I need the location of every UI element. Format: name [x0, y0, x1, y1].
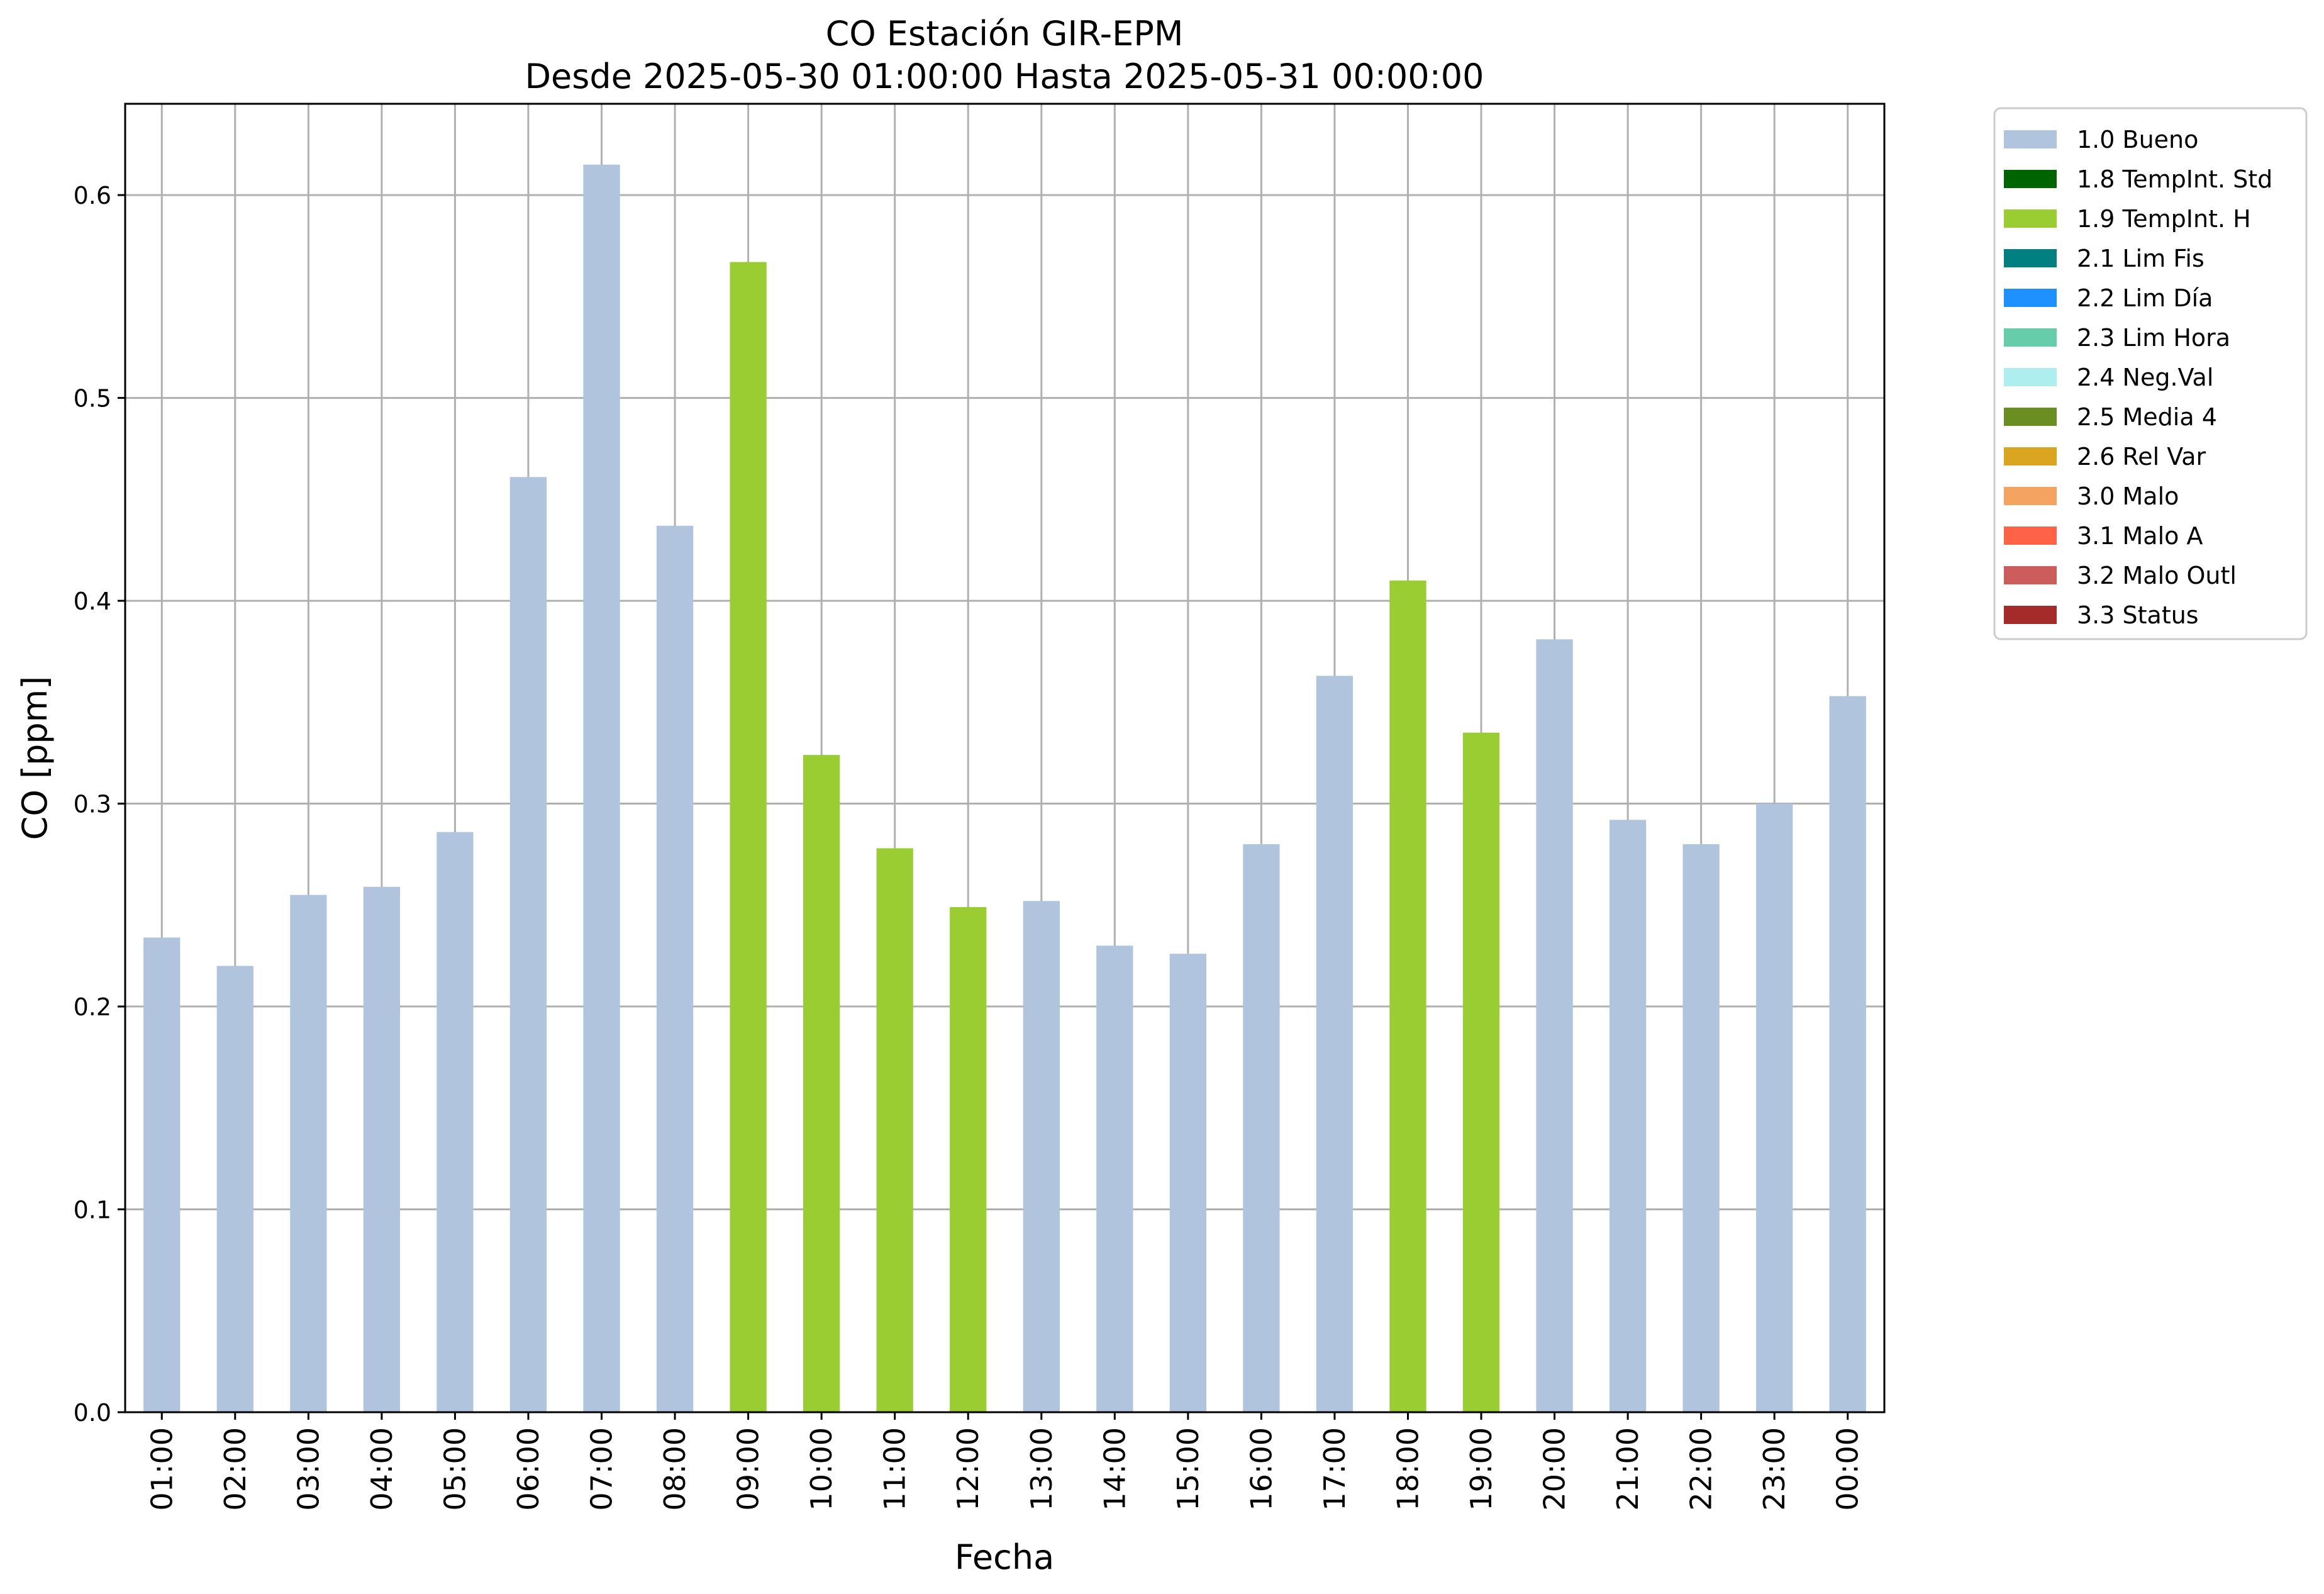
- x-tick-label: 09:00: [731, 1427, 765, 1511]
- legend-label: 3.3 Status: [2077, 601, 2199, 629]
- x-tick-label: 05:00: [438, 1427, 472, 1511]
- bar-1500: [1169, 954, 1206, 1412]
- bar-1100: [876, 848, 913, 1412]
- y-tick-label: 0.2: [74, 993, 111, 1021]
- x-tick-label: 18:00: [1391, 1427, 1425, 1511]
- legend-label: 3.0 Malo: [2077, 482, 2179, 510]
- legend-swatch: [2004, 130, 2057, 148]
- legend-label: 1.9 TempInt. H: [2077, 205, 2251, 233]
- y-axis-ticks: 0.0 0.1 0.2 0.3 0.4 0.5 0.6: [74, 182, 125, 1427]
- bar-1600: [1243, 844, 1280, 1412]
- legend-swatch: [2004, 328, 2057, 347]
- legend-label: 3.2 Malo Outl: [2077, 562, 2237, 589]
- x-tick-label: 16:00: [1244, 1427, 1278, 1511]
- legend-swatch: [2004, 487, 2057, 505]
- x-axis-label: Fecha: [955, 1537, 1054, 1577]
- legend-swatch: [2004, 408, 2057, 426]
- bar-0400: [363, 886, 401, 1412]
- legend-label: 2.5 Media 4: [2077, 403, 2217, 431]
- legend-label: 2.3 Lim Hora: [2077, 324, 2230, 352]
- y-tick-label: 0.6: [74, 182, 111, 209]
- legend-swatch: [2004, 170, 2057, 188]
- bar-1300: [1023, 901, 1060, 1412]
- x-tick-label: 00:00: [1831, 1427, 1865, 1511]
- legend-swatch: [2004, 566, 2057, 584]
- y-tick-label: 0.5: [74, 385, 111, 413]
- bar-0000: [1829, 696, 1866, 1412]
- bar-0900: [730, 262, 767, 1412]
- legend-label: 1.0 Bueno: [2077, 126, 2198, 153]
- plot-frame: [124, 103, 1886, 1413]
- bar-1900: [1462, 732, 1500, 1412]
- bar-2300: [1756, 803, 1793, 1412]
- x-tick-label: 04:00: [365, 1427, 399, 1511]
- y-tick-label: 0.1: [74, 1196, 111, 1224]
- legend-label: 2.2 Lim Día: [2077, 284, 2213, 312]
- chart-subtitle: Desde 2025-05-30 01:00:00 Hasta 2025-05-…: [525, 57, 1484, 96]
- bar-1400: [1096, 945, 1133, 1412]
- x-tick-label: 21:00: [1611, 1427, 1645, 1511]
- bar-1700: [1316, 676, 1354, 1412]
- x-tick-label: 19:00: [1464, 1427, 1498, 1511]
- x-tick-label: 13:00: [1025, 1427, 1059, 1511]
- legend-swatch: [2004, 606, 2057, 624]
- x-tick-label: 14:00: [1098, 1427, 1131, 1511]
- x-tick-label: 08:00: [658, 1427, 692, 1511]
- bar-2200: [1682, 844, 1720, 1412]
- y-tick-label: 0.0: [74, 1399, 111, 1427]
- bar-2000: [1536, 639, 1573, 1412]
- bar-1000: [803, 755, 840, 1412]
- bar-0500: [436, 832, 474, 1412]
- x-tick-label: 11:00: [878, 1427, 912, 1511]
- legend-label: 2.1 Lim Fis: [2077, 245, 2204, 272]
- bar-0800: [656, 525, 694, 1412]
- x-tick-label: 20:00: [1538, 1427, 1572, 1511]
- legend-swatch: [2004, 289, 2057, 307]
- legend-label: 3.1 Malo A: [2077, 522, 2203, 550]
- bar-0600: [509, 477, 547, 1413]
- x-tick-label: 01:00: [145, 1427, 179, 1511]
- bar-0300: [290, 895, 327, 1412]
- legend-swatch: [2004, 209, 2057, 228]
- legend-items: 1.0 Bueno 1.8 TempInt. Std 1.9 TempInt. H 2…: [2004, 126, 2272, 629]
- x-tick-label: 12:00: [951, 1427, 985, 1511]
- bar-1800: [1389, 580, 1426, 1412]
- x-tick-label: 10:00: [804, 1427, 838, 1511]
- legend-swatch: [2004, 368, 2057, 386]
- legend-swatch: [2004, 447, 2057, 465]
- y-tick-label: 0.4: [74, 588, 111, 615]
- legend-swatch: [2004, 249, 2057, 267]
- x-tick-label: 15:00: [1171, 1427, 1205, 1511]
- legend: 1.0 Bueno 1.8 TempInt. Std 1.9 TempInt. H 2…: [1993, 107, 2308, 640]
- bar-0700: [583, 164, 620, 1413]
- x-tick-label: 02:00: [218, 1427, 252, 1511]
- y-tick-label: 0.3: [74, 791, 111, 818]
- legend-label: 1.8 TempInt. Std: [2077, 165, 2272, 193]
- chart-title: CO Estación GIR-EPM: [826, 14, 1184, 53]
- legend-frame: [1993, 107, 2308, 640]
- x-tick-label: 07:00: [585, 1427, 619, 1511]
- legend-label: 2.4 Neg.Val: [2077, 364, 2213, 391]
- bar-2100: [1609, 820, 1647, 1412]
- bars: [143, 164, 1866, 1413]
- legend-swatch: [2004, 527, 2057, 545]
- x-tick-label: 22:00: [1684, 1427, 1718, 1511]
- legend-label: 2.6 Rel Var: [2077, 443, 2206, 471]
- x-tick-label: 06:00: [511, 1427, 545, 1511]
- x-tick-label: 23:00: [1757, 1427, 1791, 1511]
- x-tick-label: 03:00: [291, 1427, 325, 1511]
- bar-0100: [143, 937, 181, 1412]
- y-axis-label: CO [ppm]: [15, 676, 55, 840]
- x-tick-label: 17:00: [1318, 1427, 1352, 1511]
- x-axis-ticks: 01:00 02:00 03:00 04:00 05:00 06:00 07:00 08:00…: [145, 1412, 1865, 1511]
- bar-1200: [950, 907, 987, 1412]
- bar-0200: [216, 966, 253, 1412]
